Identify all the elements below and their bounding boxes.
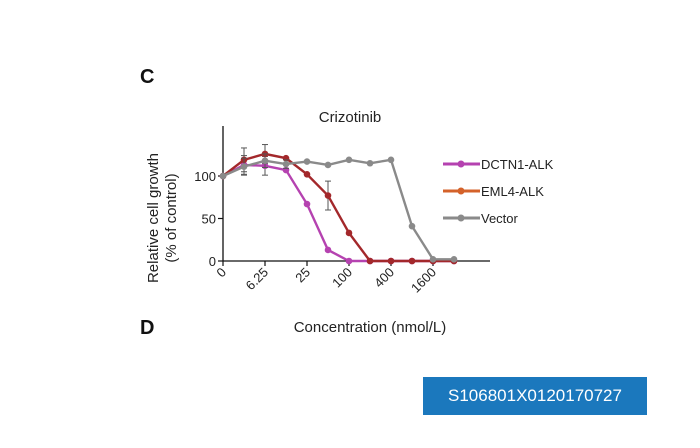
data-point — [303, 200, 311, 208]
x-axis-label: Concentration (nmol/L) — [294, 319, 447, 336]
data-point — [282, 160, 290, 168]
x-tick-label: 400 — [371, 265, 397, 291]
y-tick-label: 0 — [209, 254, 216, 269]
legend-label: DCTN1-ALK — [481, 157, 554, 172]
x-tick-label: 25 — [292, 265, 313, 286]
legend-label: Vector — [481, 211, 519, 226]
legend-swatch-marker — [457, 214, 465, 222]
data-point — [345, 257, 353, 265]
y-axis-label-line2: (% of control) — [163, 173, 180, 262]
data-point — [366, 159, 374, 167]
y-axis-label: Relative cell growth (% of control) — [145, 153, 180, 283]
data-point — [240, 163, 248, 170]
data-point — [324, 246, 332, 254]
data-point — [261, 157, 269, 164]
data-point — [408, 257, 416, 265]
series-line — [222, 152, 454, 263]
x-tick-label: 0 — [213, 265, 229, 281]
data-point — [219, 172, 227, 180]
data-point — [303, 171, 311, 178]
series-line — [222, 158, 454, 261]
data-point — [345, 229, 353, 237]
x-tick-label: 1600 — [408, 265, 439, 296]
panel-label-d: D — [140, 317, 155, 339]
id-label: S106801X0120170727 — [423, 377, 647, 415]
data-point — [387, 156, 395, 164]
data-point — [387, 257, 395, 265]
data-point — [345, 156, 353, 164]
panel-label-c: C — [140, 66, 155, 88]
legend-swatch-marker — [457, 160, 465, 168]
x-tick-label: 100 — [329, 265, 355, 291]
legend-label: EML4-ALK — [481, 184, 544, 199]
series-vector — [219, 153, 458, 263]
data-point — [450, 255, 458, 263]
series-dctn1-alk — [219, 155, 458, 265]
y-axis-label-line1: Relative cell growth — [145, 153, 162, 283]
data-point — [408, 222, 416, 230]
legend-swatch-marker — [457, 187, 465, 195]
y-tick-label: 100 — [194, 169, 216, 184]
data-point — [324, 192, 332, 199]
y-tick-label: 50 — [202, 212, 216, 227]
data-point — [324, 161, 332, 169]
chart-title: Crizotinib — [319, 109, 382, 126]
data-point — [303, 158, 311, 165]
x-tick-label: 6.25 — [243, 265, 272, 294]
data-point — [429, 255, 437, 263]
data-point — [366, 257, 374, 265]
